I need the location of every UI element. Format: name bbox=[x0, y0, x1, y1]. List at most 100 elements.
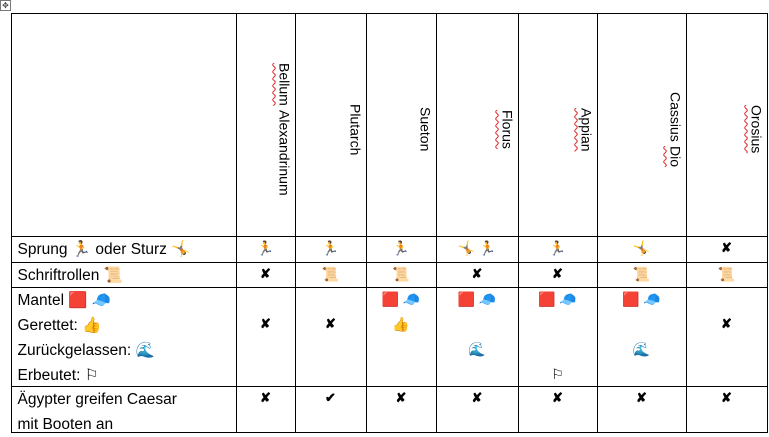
cross-mark-icon: ✘ bbox=[636, 389, 647, 405]
cell-value: 🌊 bbox=[468, 340, 486, 357]
cross-mark-icon: ✘ bbox=[395, 389, 407, 405]
header-word: Dio bbox=[667, 145, 684, 167]
header-word: Orosius bbox=[748, 105, 765, 154]
table-cell: 📜 bbox=[365, 261, 437, 288]
table-cell: ✔ bbox=[294, 385, 367, 433]
table-cell: ✘ bbox=[235, 261, 296, 288]
table-cell: ✘ bbox=[685, 286, 768, 387]
row-label: Gerettet: 👍 bbox=[17, 316, 102, 334]
column-header: Bellum Alexandrinum bbox=[235, 12, 296, 237]
column-header: Florus bbox=[435, 12, 519, 237]
cross-mark-icon: ✘ bbox=[260, 315, 271, 331]
column-header-label: Sueton bbox=[416, 107, 436, 151]
table-cell: 🟥 🧢 🌊 bbox=[596, 286, 687, 387]
cross-mark-icon: ✘ bbox=[721, 389, 732, 405]
cell-value: 🌊 bbox=[632, 340, 651, 357]
table-cell: ✘ bbox=[235, 286, 296, 387]
cell-value bbox=[519, 313, 597, 338]
cross-mark-icon: ✘ bbox=[260, 265, 271, 281]
header-word: Cassius bbox=[667, 92, 684, 142]
cross-mark-icon: ✘ bbox=[325, 315, 336, 331]
table-cell: 🤸 bbox=[596, 235, 687, 263]
row-label-cell: Mantel 🟥 🧢 Gerettet: 👍 Zurückgelassen: 🌊 Er… bbox=[10, 286, 237, 387]
column-header: Appian bbox=[517, 12, 598, 237]
cell-value: 🟥 🧢 bbox=[457, 290, 497, 307]
cell-value bbox=[687, 288, 767, 313]
table-cell: 🟥 🧢 🌊 bbox=[435, 286, 519, 387]
table-cell: 🏃 bbox=[365, 235, 437, 263]
cell-value: 🟥 🧢 bbox=[622, 290, 661, 307]
table-cell: ✘ bbox=[517, 385, 598, 433]
cell-value: 📜 bbox=[717, 265, 736, 282]
table-cell: 📜 bbox=[685, 261, 768, 288]
cell-value: 🏃 bbox=[392, 239, 410, 256]
header-word: Plutarch bbox=[347, 103, 364, 156]
column-header-label: Bellum Alexandrinum bbox=[275, 63, 295, 195]
row-label: mit Booten an bbox=[17, 415, 114, 433]
header-word: Alexandrinum bbox=[276, 110, 293, 196]
cell-value: 🏃 bbox=[256, 239, 275, 256]
table-cell: ✘ bbox=[596, 385, 687, 433]
column-header-label: Plutarch bbox=[346, 104, 366, 155]
table-cell: ✘ bbox=[517, 261, 598, 288]
cross-mark-icon: ✘ bbox=[552, 265, 563, 281]
table-cell: ✘ bbox=[235, 385, 296, 433]
table-cell: 🏃 bbox=[517, 235, 598, 263]
column-header-label: Florus bbox=[498, 110, 518, 149]
cross-mark-icon: ✘ bbox=[471, 265, 483, 281]
column-header: Sueton bbox=[365, 12, 437, 237]
cell-value: ⚐ bbox=[551, 365, 564, 382]
table-cell: ✘ bbox=[435, 385, 519, 433]
row-label: Zurückgelassen: 🌊 bbox=[17, 341, 155, 359]
column-header-label: Orosius bbox=[747, 105, 767, 153]
row-label-cell: Ägypter greifen Caesar mit Booten an bbox=[10, 385, 237, 433]
header-word: Sueton bbox=[417, 107, 434, 152]
column-header: Plutarch bbox=[294, 12, 367, 237]
header-word: Florus bbox=[499, 110, 516, 149]
cell-value: 🏃 bbox=[548, 239, 567, 256]
cell-value: 📜 bbox=[632, 265, 651, 282]
cross-mark-icon: ✘ bbox=[260, 389, 271, 405]
cell-value bbox=[237, 288, 295, 313]
table-cell: 🟥 🧢 👍 bbox=[365, 286, 437, 387]
table-cell: ✘ bbox=[365, 385, 437, 433]
table-cell: ✘ bbox=[685, 235, 768, 263]
column-header-label: Appian bbox=[577, 108, 597, 152]
row-label: Ägypter greifen Caesar bbox=[17, 390, 177, 408]
cell-value: 🏃 bbox=[321, 239, 340, 256]
column-header: Orosius bbox=[685, 12, 768, 237]
row-label: Sprung 🏃 oder Sturz 🤸 bbox=[17, 240, 191, 258]
header-word: Appian bbox=[578, 107, 595, 152]
cell-value: 🤸 bbox=[632, 239, 651, 256]
table-cell: 📜 bbox=[294, 261, 367, 288]
column-header: Cassius Dio bbox=[596, 12, 687, 237]
row-label-cell: Schriftrollen 📜 bbox=[10, 261, 237, 288]
cell-value bbox=[437, 313, 518, 338]
table-move-handle-icon[interactable]: ✥ bbox=[0, 0, 11, 11]
cell-value: 🟥 🧢 bbox=[538, 290, 577, 307]
table-cell: ✘ bbox=[685, 385, 768, 433]
table-cell: 📜 bbox=[596, 261, 687, 288]
cell-value bbox=[519, 338, 597, 363]
table-cell: ✘ bbox=[435, 261, 519, 288]
cell-value bbox=[296, 288, 366, 313]
check-mark-icon: ✔ bbox=[325, 389, 336, 405]
cell-value: 📜 bbox=[321, 265, 340, 282]
table-cell: 🏃 bbox=[235, 235, 296, 263]
header-word: Bellum bbox=[276, 63, 293, 107]
row-label: Mantel 🟥 🧢 bbox=[17, 291, 112, 309]
cell-value: 🟥 🧢 bbox=[381, 290, 421, 307]
cross-mark-icon: ✘ bbox=[471, 389, 483, 405]
cell-value: 📜 bbox=[392, 265, 410, 282]
cell-value: 👍 bbox=[392, 315, 410, 332]
table-cell: 🤸 🏃 bbox=[435, 235, 519, 263]
column-header-label: Cassius Dio bbox=[666, 92, 686, 167]
cross-mark-icon: ✘ bbox=[721, 239, 732, 255]
cell-value bbox=[598, 313, 686, 338]
header-corner-cell bbox=[10, 12, 237, 237]
cross-mark-icon: ✘ bbox=[721, 315, 732, 331]
cell-value: 🤸 🏃 bbox=[457, 239, 497, 256]
cross-mark-icon: ✘ bbox=[552, 389, 563, 405]
row-label: Schriftrollen 📜 bbox=[17, 266, 123, 284]
table-cell: 🟥 🧢 ⚐ bbox=[517, 286, 598, 387]
